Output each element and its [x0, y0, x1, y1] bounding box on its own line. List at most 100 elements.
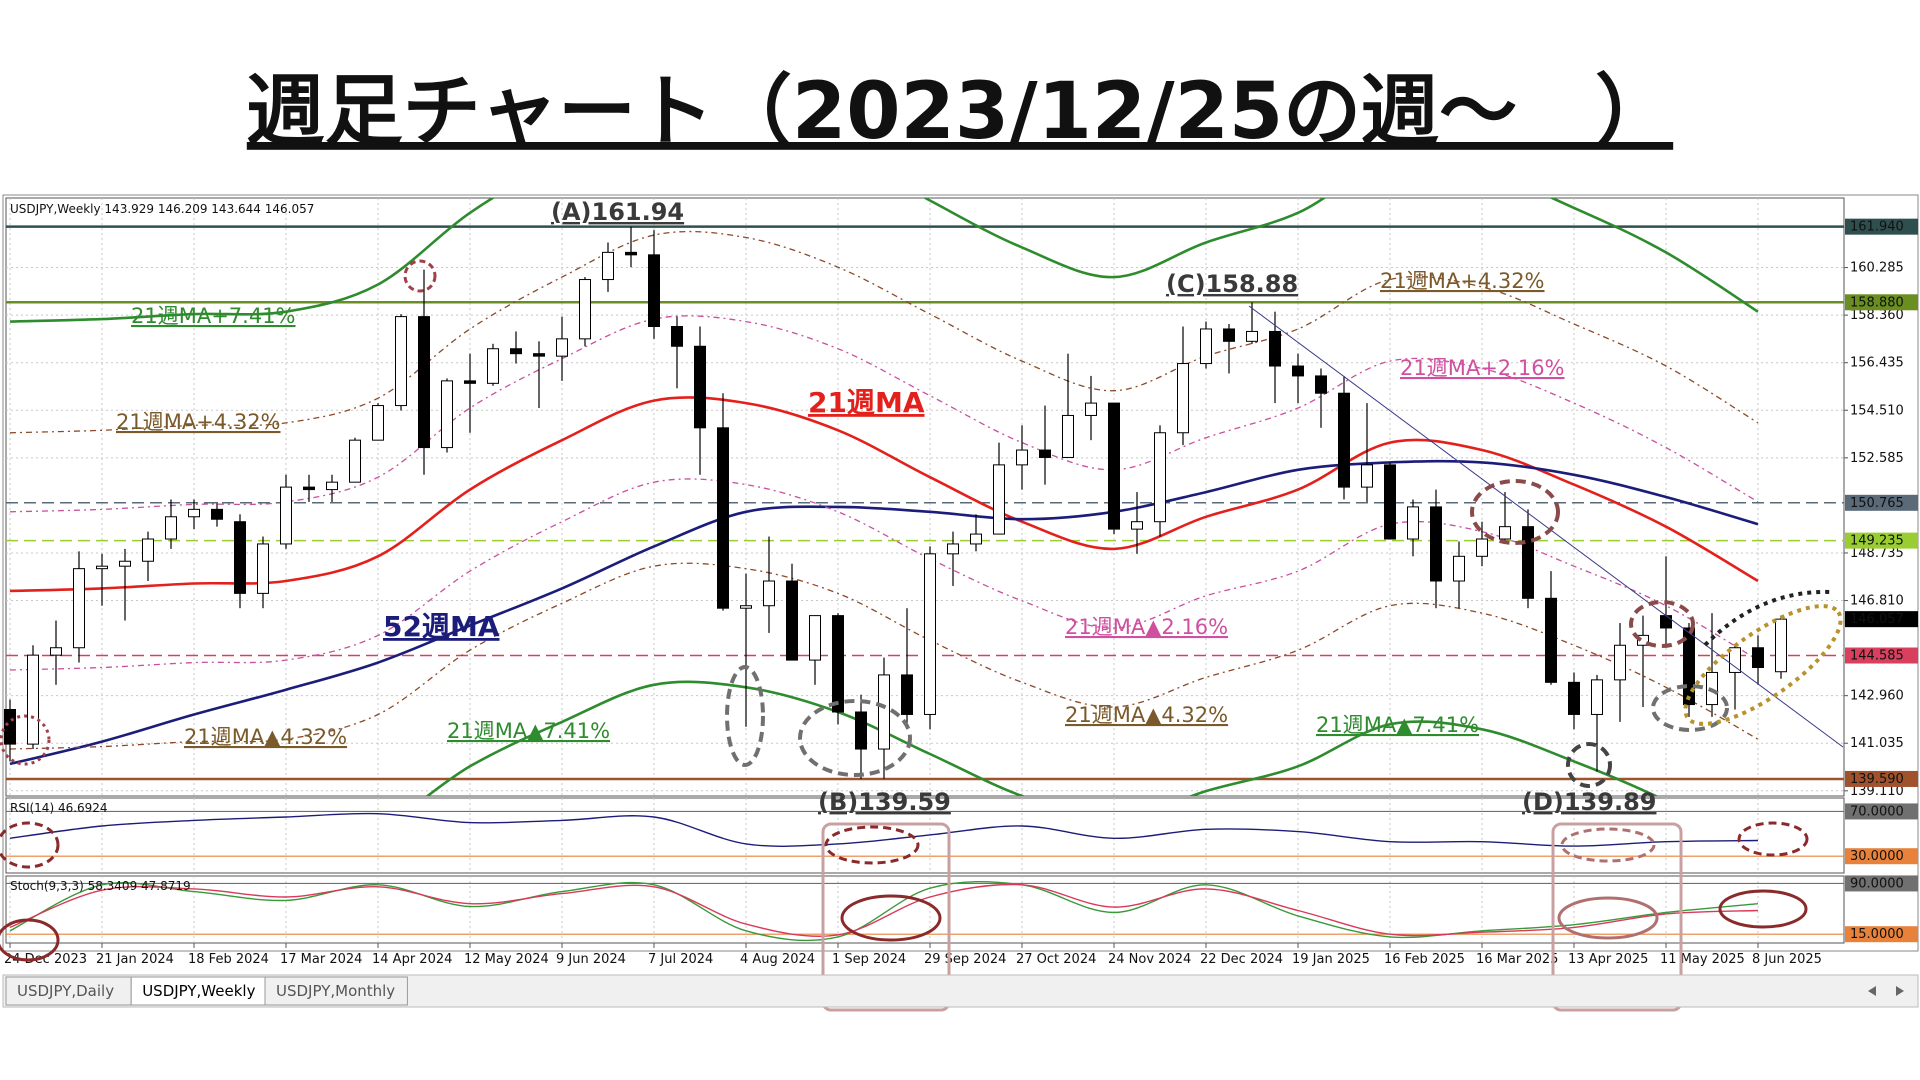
ellipse-mark: [1718, 889, 1808, 929]
price-box: [1845, 848, 1918, 865]
price-box: [1845, 532, 1918, 549]
candle-body: [1315, 375, 1327, 394]
x-tick-label: 13 Apr 2025: [1568, 952, 1648, 967]
candle-body: [487, 348, 499, 384]
y-tick-label: 141.035: [1850, 736, 1904, 751]
annotation: (D)139.89: [1522, 788, 1656, 816]
candle-body: [717, 427, 729, 609]
highlight-box: [1551, 822, 1683, 1012]
stoch-header: Stoch(9,3,3) 58.3409 47.8719: [10, 879, 191, 893]
candle-body: [1752, 647, 1764, 669]
x-tick-label: 11 May 2025: [1660, 952, 1745, 967]
candle-body: [1476, 538, 1488, 557]
x-tick-label: 27 Oct 2024: [1016, 952, 1096, 967]
candle-body: [119, 560, 131, 567]
price-box: [1845, 647, 1918, 664]
x-tick-label: 19 Jan 2025: [1292, 952, 1370, 967]
x-tick-label: 17 Mar 2024: [280, 952, 362, 967]
candle-body: [1062, 414, 1074, 458]
price-box: [1845, 803, 1918, 820]
price-box-label: 30.0000: [1850, 849, 1904, 864]
indicator-line: [9, 812, 1759, 847]
x-tick-label: 12 May 2024: [464, 952, 549, 967]
ellipse-mark: [1560, 827, 1656, 863]
candle-body: [510, 348, 522, 355]
y-tick-label: 154.510: [1850, 403, 1904, 418]
band-label: 21週MA▲7.41%: [1316, 713, 1479, 737]
ellipse-mark: [0, 918, 60, 962]
candle-body: [441, 380, 453, 449]
scroll-left[interactable]: [1868, 986, 1876, 996]
candle-body: [280, 486, 292, 545]
candle-body: [257, 543, 269, 594]
oscillators: 70.0000 30.0000 90.0000 15.0000: [6, 803, 1918, 943]
candle-body: [372, 405, 384, 441]
tabs: USDJPY,Daily USDJPY,Weekly USDJPY,Monthly: [5, 976, 408, 1006]
page-title: 週足チャート（2023/12/25の週～ ）: [247, 67, 1673, 157]
candle-body: [993, 464, 1005, 535]
candle-body: [1154, 432, 1166, 523]
ellipse-mark: [1651, 684, 1729, 732]
ellipse-mark: [824, 825, 920, 865]
tab[interactable]: [264, 976, 408, 1006]
tab-label[interactable]: USDJPY,Monthly: [276, 982, 395, 1000]
x-tick-label: 8 Jun 2025: [1752, 952, 1822, 967]
candle-body: [625, 251, 637, 256]
annotation: (C)158.88: [1166, 270, 1298, 298]
x-tick-label: 22 Dec 2024: [1200, 952, 1283, 967]
ellipse-mark: [1737, 821, 1809, 857]
y-tick-label: 160.285: [1850, 261, 1904, 276]
candle-body: [303, 486, 315, 491]
ellipse-mark: [840, 894, 942, 942]
candle-body: [602, 251, 614, 281]
candle-body: [1499, 526, 1511, 540]
rsi-panel: [5, 797, 1845, 874]
candle-body: [1085, 402, 1097, 416]
annotation: (A)161.94: [551, 198, 684, 226]
candle-body: [970, 533, 982, 545]
ma-line: [9, 396, 1759, 593]
candle-body: [50, 647, 62, 656]
circle-mark: [0, 714, 51, 766]
x-tick-label: 24 Dec 2023: [4, 952, 87, 967]
price-box: [1845, 494, 1918, 511]
candle-body: [1200, 328, 1212, 365]
candle-body: [878, 674, 890, 750]
grid: 24 Dec 2023 21 Jan 2024 18 Feb 2024 17 Mar …: [4, 198, 1904, 967]
candle-body: [73, 568, 85, 649]
candle-body: [395, 316, 407, 407]
scroll-right[interactable]: [1896, 986, 1904, 996]
x-tick-label: 16 Mar 2025: [1476, 952, 1558, 967]
tab-label[interactable]: USDJPY,Daily: [17, 982, 114, 1000]
candle-body: [556, 338, 568, 357]
price-box: [1845, 294, 1918, 311]
highlight-box: [821, 822, 951, 1012]
candle-body: [832, 615, 844, 713]
candle-body: [740, 605, 752, 609]
candle-body: [1292, 365, 1304, 377]
candle-body: [1361, 464, 1373, 488]
price-box: [1845, 770, 1918, 787]
rsi-header: RSI(14) 46.6924: [10, 801, 108, 815]
ellipse-mark: [1557, 896, 1659, 940]
price-box: [1845, 218, 1918, 235]
band-label: 21週MA+7.41%: [131, 304, 296, 328]
band-label: 21週MA▲2.16%: [1065, 615, 1228, 639]
candle-body: [579, 279, 591, 340]
candle-body: [763, 580, 775, 607]
ellipse-mark: [1470, 479, 1560, 545]
ellipse-mark: [0, 821, 60, 869]
band-label: 21週MA▲4.32%: [1065, 703, 1228, 727]
band-label: 21週MA+4.32%: [116, 410, 281, 434]
candle-body: [1016, 449, 1028, 466]
candle-body: [671, 325, 683, 347]
candle-body: [1039, 449, 1051, 458]
tab-label[interactable]: USDJPY,Weekly: [142, 982, 255, 1000]
candle-body: [1683, 627, 1695, 706]
price-box: [1845, 926, 1918, 943]
candle-body: [4, 709, 16, 745]
candle-body: [947, 543, 959, 555]
y-tick-label: 158.360: [1850, 308, 1904, 323]
